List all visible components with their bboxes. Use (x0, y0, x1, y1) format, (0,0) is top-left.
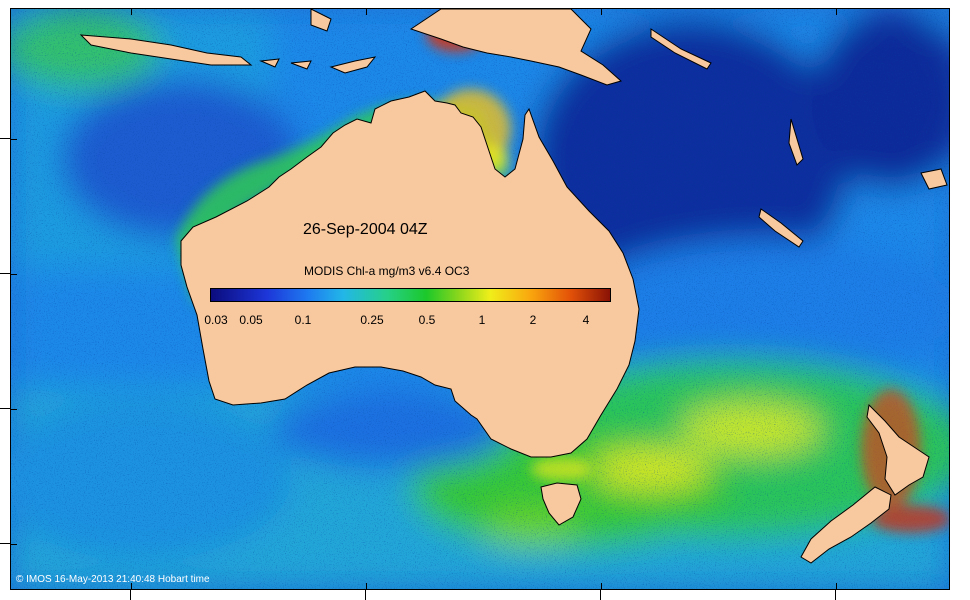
map-date-label: 26-Sep-2004 04Z (303, 221, 428, 238)
outer-tick (365, 589, 366, 600)
outer-tick (0, 138, 10, 139)
outer-tick (600, 589, 601, 600)
frame-tick (11, 544, 17, 545)
frame-tick (131, 9, 132, 15)
solomon-islands (650, 28, 712, 70)
fiji-islands (920, 168, 948, 190)
new-caledonia-landmass (758, 208, 804, 248)
tasmania-landmass (540, 482, 582, 526)
small-island (259, 58, 280, 68)
nz-south-island (800, 486, 892, 564)
colorbar-label: 0.05 (239, 313, 263, 327)
vanuatu-islands (788, 118, 804, 166)
frame-tick (131, 583, 132, 589)
land-masses (79, 9, 948, 564)
frame-tick (601, 9, 602, 15)
outer-tick (0, 273, 10, 274)
frame-tick (11, 139, 17, 140)
small-island (290, 60, 312, 70)
colorbar (210, 288, 611, 302)
outer-tick (835, 589, 836, 600)
frame-tick (11, 409, 17, 410)
sulawesi-landmass (310, 9, 332, 32)
frame-tick (601, 583, 602, 589)
frame-tick (11, 274, 17, 275)
new-guinea-landmass (409, 9, 623, 86)
frame-tick (366, 9, 367, 15)
australia-landmass (180, 90, 640, 458)
frame-tick (366, 583, 367, 589)
outer-tick (0, 543, 10, 544)
colorbar-label: 1 (478, 313, 486, 327)
map-graphic (11, 9, 949, 589)
colorbar-label: 2 (529, 313, 537, 327)
java-landmass (79, 34, 253, 66)
nz-north-island (866, 403, 930, 496)
frame-tick (836, 583, 837, 589)
legend-title: MODIS Chl-a mg/m3 v6.4 OC3 (304, 264, 470, 278)
colorbar-label: 4 (582, 313, 590, 327)
copyright-notice: © IMOS 16-May-2013 21:40:48 Hobart time (16, 574, 210, 585)
timor-landmass (329, 56, 377, 74)
colorbar-label: 0.1 (294, 313, 312, 327)
outer-tick (0, 408, 10, 409)
chlorophyll-map (10, 8, 950, 590)
outer-tick (130, 589, 131, 600)
colorbar-label: 0.5 (418, 313, 436, 327)
frame-tick (836, 9, 837, 15)
colorbar-label: 0.25 (360, 313, 384, 327)
colorbar-label: 0.03 (204, 313, 228, 327)
